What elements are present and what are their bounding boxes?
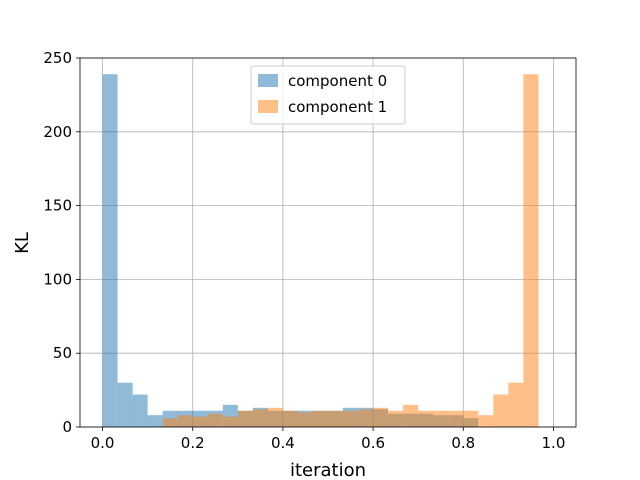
- bar-component-1-bin-13: [297, 412, 313, 427]
- bar-component-1-bin-6: [192, 416, 208, 427]
- bar-component-1-bin-14: [312, 410, 328, 427]
- bar-component-1-bin-27: [508, 382, 524, 427]
- bar-component-1-bin-23: [448, 410, 464, 427]
- x-axis-label: iteration: [290, 460, 366, 480]
- x-tick-label: 0.0: [91, 434, 115, 452]
- ticks: 0.0 0.2 0.4 0.6 0.8 1.0 0 50 100 150 200 250: [43, 49, 565, 452]
- y-tick-label: 250: [43, 49, 72, 67]
- bar-component-1-bin-4: [162, 418, 178, 427]
- y-tick-label: 150: [43, 197, 72, 215]
- bar-component-1-bin-16: [343, 410, 359, 427]
- legend: component 0 component 1: [250, 65, 406, 125]
- x-tick-label: 0.4: [271, 434, 295, 452]
- bar-component-1-bin-28: [523, 74, 539, 428]
- bar-component-1-bin-15: [328, 410, 344, 427]
- bar-component-1-bin-20: [403, 404, 419, 427]
- legend-label-component-0: component 0: [288, 72, 387, 90]
- bar-component-0-bin-2: [132, 394, 148, 427]
- bar-component-0-bin-1: [117, 382, 133, 427]
- x-tick-label: 0.2: [181, 434, 205, 452]
- bar-component-0-bin-3: [147, 415, 163, 427]
- bars: [102, 74, 539, 428]
- legend-box: [250, 65, 406, 125]
- legend-label-component-1: component 1: [288, 98, 387, 116]
- bar-component-1-bin-5: [177, 415, 193, 427]
- x-tick-label: 0.8: [451, 434, 475, 452]
- bar-component-1-bin-12: [282, 410, 298, 427]
- bar-component-1-bin-10: [252, 409, 268, 427]
- bar-component-1-bin-8: [222, 416, 238, 427]
- bar-component-1-bin-24: [463, 410, 479, 427]
- legend-swatch-component-0: [258, 74, 278, 87]
- bar-component-1-bin-25: [478, 415, 494, 427]
- bar-component-1-bin-18: [373, 407, 389, 427]
- bar-component-1-bin-21: [418, 410, 434, 427]
- bar-component-0-bin-0: [102, 74, 118, 428]
- legend-swatch-component-1: [258, 100, 278, 113]
- x-tick-label: 1.0: [542, 434, 566, 452]
- bar-component-1-bin-7: [207, 413, 223, 427]
- plot-frame: [79, 57, 577, 428]
- bar-component-1-bin-26: [493, 394, 509, 427]
- y-tick-label: 0: [62, 418, 72, 436]
- x-tick-label: 0.6: [361, 434, 385, 452]
- y-axis-label: KL: [12, 232, 33, 254]
- bar-component-1-bin-11: [267, 407, 283, 427]
- y-tick-label: 200: [43, 123, 72, 141]
- bar-component-1-bin-19: [388, 410, 404, 427]
- bar-component-1-bin-17: [358, 409, 374, 427]
- bar-component-1-bin-9: [237, 410, 253, 427]
- y-tick-label: 50: [53, 344, 72, 362]
- y-tick-label: 100: [43, 270, 72, 288]
- bar-component-1-bin-22: [433, 410, 449, 427]
